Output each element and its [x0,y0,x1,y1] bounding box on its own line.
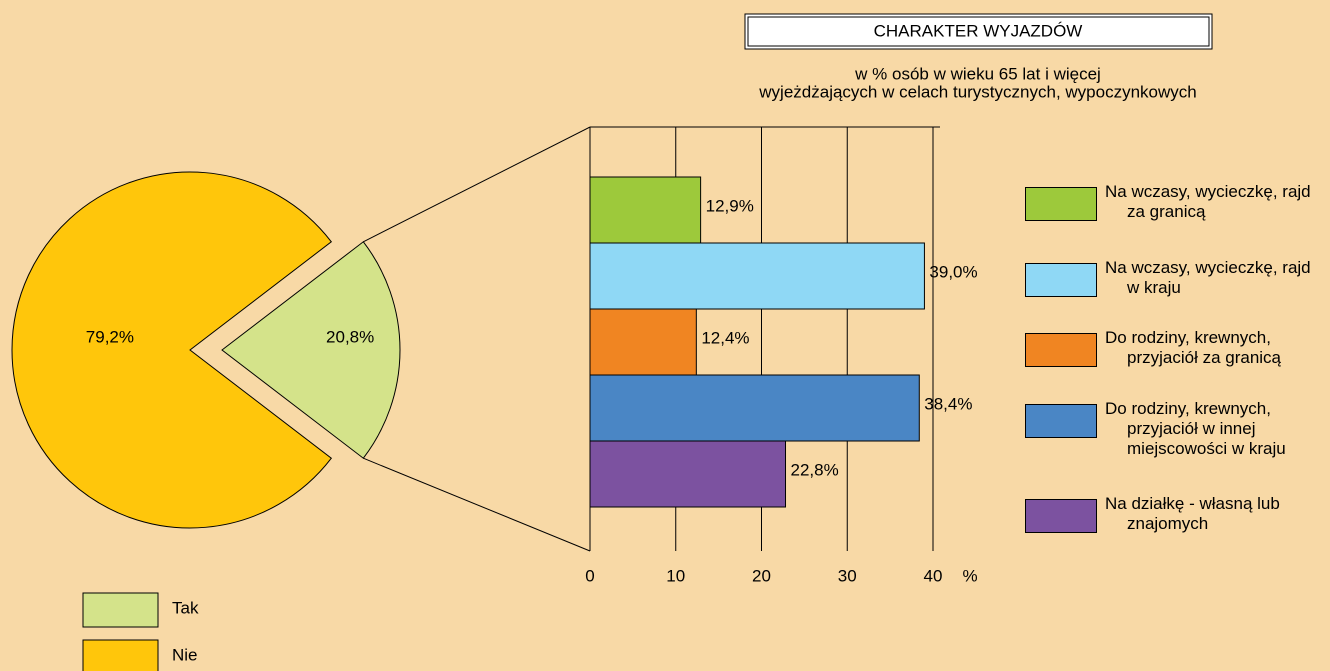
bar [589,374,920,442]
legend-swatch [82,592,159,628]
bar [589,176,702,244]
subtitle: w % osób w wieku 65 lat i więcej [854,64,1101,83]
pie-slice [221,241,401,459]
legend-label: Nie [172,645,198,664]
x-tick-label: 0 [585,566,594,585]
legend-swatch [1025,263,1097,297]
bar [589,308,697,376]
legend-label: Do rodziny, krewnych, przyjaciół w innej… [1105,399,1286,458]
legend-swatch [1025,404,1097,438]
legend-label: Do rodziny, krewnych, przyjaciół za gran… [1105,328,1282,367]
subtitle: wyjeżdżających w celach turystycznych, w… [758,82,1196,101]
pie-value-label: 20,8% [326,327,374,346]
bar-value-label: 12,9% [706,196,754,215]
connector [363,457,591,552]
pie-value-label: 79,2% [86,327,134,346]
chart-title: CHARAKTER WYJAZDÓW [874,21,1083,40]
legend-swatch [1025,187,1097,221]
bar [589,440,787,508]
legend-label: Tak [172,598,199,617]
legend-swatch [1025,333,1097,367]
bar-value-label: 12,4% [701,328,749,347]
x-tick-label: 40 [924,566,943,585]
legend-label: Na wczasy, wycieczkę, rajd za granicą [1105,182,1311,221]
bar [589,242,925,310]
title-box-inner [747,16,1210,47]
bar-value-label: 22,8% [791,460,839,479]
bar-value-label: 39,0% [929,262,977,281]
legend-swatch [1025,499,1097,533]
legend-swatch [82,639,159,671]
bar-value-label: 38,4% [924,394,972,413]
legend-label: Na działkę - własną lub znajomych [1105,494,1280,533]
connector [363,126,591,243]
pie-slice [11,171,333,529]
x-tick-label: 10 [666,566,685,585]
title-box [744,13,1213,50]
x-tick-label: 20 [752,566,771,585]
x-tick-label: 30 [838,566,857,585]
x-axis-label: % [962,566,977,585]
legend-label: Na wczasy, wycieczkę, rajd w kraju [1105,258,1311,297]
